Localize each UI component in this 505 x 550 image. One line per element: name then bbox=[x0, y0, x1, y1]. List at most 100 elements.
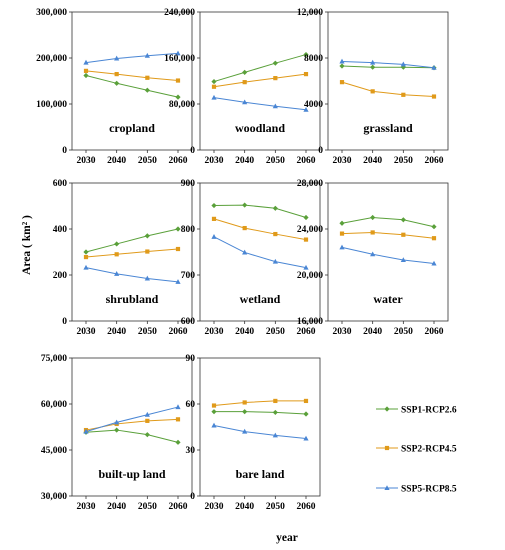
data-point bbox=[145, 75, 150, 80]
y-tick-label: 200 bbox=[53, 271, 68, 281]
y-tick-label: 0 bbox=[318, 146, 323, 156]
panel-title: cropland bbox=[109, 121, 155, 135]
data-point bbox=[175, 246, 181, 252]
data-point bbox=[242, 99, 248, 105]
panel-title: built-up land bbox=[98, 467, 165, 481]
y-tick-label: 24,000 bbox=[297, 225, 323, 235]
data-point bbox=[273, 398, 278, 404]
legend-label: SSP5-RCP8.5 bbox=[401, 485, 457, 495]
series-line bbox=[85, 74, 179, 98]
data-point bbox=[145, 418, 150, 423]
data-point bbox=[339, 231, 345, 236]
y-tick-label: 20,000 bbox=[297, 271, 323, 281]
series-ssp5-rcp8-5 bbox=[339, 58, 437, 70]
panel-woodland: 0 80,000 160,000 240,000 2030 2040 2050 2060 woo… bbox=[164, 8, 321, 166]
y-tick-label: 600 bbox=[53, 179, 68, 189]
legend-label: SSP2-RCP4.5 bbox=[401, 445, 457, 455]
panel-cropland: 0 100,000 200,000 300,000 2030 2040 2050 2060 cr… bbox=[36, 8, 193, 166]
data-point bbox=[431, 236, 437, 241]
data-point bbox=[114, 252, 119, 257]
y-tick-label: 400 bbox=[53, 225, 68, 235]
data-point bbox=[83, 72, 89, 79]
y-tick-label: 0 bbox=[62, 317, 67, 327]
y-tick-label: 30,000 bbox=[41, 492, 67, 502]
series-ssp5-rcp8-5 bbox=[83, 50, 181, 65]
y-tick-label: 90 bbox=[186, 354, 196, 364]
data-point bbox=[272, 205, 278, 211]
data-point bbox=[303, 264, 309, 270]
data-point bbox=[370, 89, 375, 94]
x-tick-label: 2030 bbox=[205, 156, 224, 166]
data-point bbox=[272, 409, 278, 416]
series-line bbox=[213, 400, 306, 407]
data-point bbox=[339, 244, 345, 250]
x-tick-label: 2040 bbox=[107, 502, 126, 512]
data-point bbox=[370, 251, 376, 257]
series-line bbox=[213, 236, 307, 269]
data-point bbox=[145, 249, 150, 254]
series-line bbox=[85, 228, 179, 253]
x-tick-label: 2040 bbox=[363, 156, 382, 166]
series-line bbox=[85, 70, 179, 82]
data-point bbox=[242, 202, 248, 208]
series-ssp1-rcp2-6 bbox=[83, 226, 181, 255]
panel-frame bbox=[199, 182, 321, 322]
y-tick-label: 28,000 bbox=[297, 179, 323, 189]
x-tick-label: 2050 bbox=[138, 502, 157, 512]
series-line bbox=[341, 65, 435, 69]
series-ssp5-rcp8-5 bbox=[211, 94, 309, 112]
series-line bbox=[341, 246, 435, 264]
legend-label: SSP1-RCP2.6 bbox=[401, 406, 457, 416]
y-tick-label: 240,000 bbox=[164, 8, 195, 18]
series-ssp5-rcp8-5 bbox=[83, 404, 181, 434]
x-tick-label: 2060 bbox=[297, 327, 316, 337]
data-point bbox=[211, 94, 217, 100]
x-tick-label: 2050 bbox=[394, 156, 413, 166]
x-tick-label: 2030 bbox=[333, 156, 352, 166]
y-tick-label: 600 bbox=[181, 317, 196, 327]
data-point bbox=[175, 417, 181, 422]
data-point bbox=[175, 78, 181, 83]
legend-marker bbox=[384, 485, 390, 490]
data-point bbox=[83, 59, 89, 65]
x-tick-label: 2050 bbox=[266, 156, 285, 166]
x-tick-label: 2050 bbox=[138, 156, 157, 166]
data-point bbox=[272, 60, 278, 66]
data-point bbox=[400, 217, 406, 223]
series-line bbox=[85, 267, 179, 283]
series-ssp5-rcp8-5 bbox=[339, 244, 437, 266]
y-tick-label: 75,000 bbox=[41, 354, 67, 364]
data-point bbox=[144, 52, 150, 58]
y-tick-label: 12,000 bbox=[297, 8, 323, 18]
data-point bbox=[303, 106, 309, 112]
series-line bbox=[214, 411, 307, 415]
panel-water: 16,000 20,000 24,000 28,000 2030 2040 2050 2060… bbox=[297, 179, 449, 337]
x-tick-label: 2060 bbox=[297, 502, 316, 512]
series-line bbox=[213, 204, 307, 218]
series-ssp2-rcp4-5 bbox=[83, 68, 181, 83]
y-tick-label: 4000 bbox=[304, 100, 323, 110]
x-tick-label: 2060 bbox=[425, 156, 444, 166]
series-ssp2-rcp4-5 bbox=[339, 230, 437, 241]
series-line bbox=[341, 60, 435, 69]
data-point bbox=[114, 80, 120, 86]
y-tick-label: 0 bbox=[190, 146, 195, 156]
y-tick-label: 900 bbox=[181, 179, 196, 189]
data-point bbox=[114, 241, 120, 247]
data-point bbox=[303, 398, 309, 404]
series-ssp1-rcp2-6 bbox=[339, 214, 437, 230]
panel-built-up-land: 30,000 45,000 60,000 75,000 2030 2040 2050 2060… bbox=[41, 354, 193, 512]
x-tick-label: 2030 bbox=[77, 502, 96, 512]
data-point bbox=[144, 275, 150, 281]
series-ssp2-rcp4-5 bbox=[211, 72, 309, 89]
data-point bbox=[175, 50, 181, 56]
data-point bbox=[431, 94, 437, 99]
data-point bbox=[83, 264, 89, 270]
data-point bbox=[303, 435, 309, 441]
data-point bbox=[211, 234, 217, 239]
x-tick-label: 2030 bbox=[205, 327, 224, 337]
series-line bbox=[85, 52, 179, 64]
y-tick-label: 16,000 bbox=[297, 317, 323, 327]
data-point bbox=[339, 58, 345, 64]
